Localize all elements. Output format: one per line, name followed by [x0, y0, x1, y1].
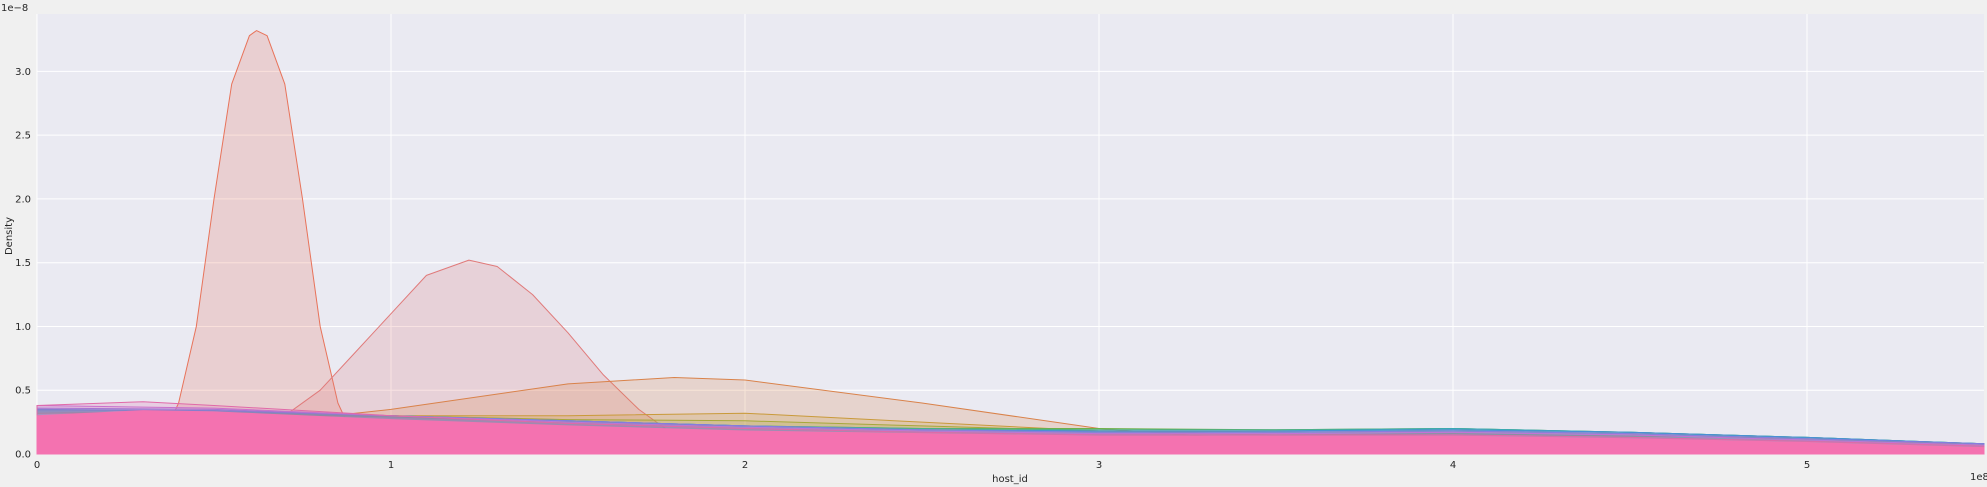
- y-offset-label: 1e−8: [1, 3, 28, 14]
- x-tick-label: 1: [388, 460, 394, 471]
- y-tick-label: 1.5: [15, 258, 31, 269]
- x-offset-label: 1e8: [1970, 472, 1987, 483]
- y-tick-label: 3.0: [15, 67, 31, 78]
- x-axis-ticks: 0 1 2 3 4 5: [34, 460, 1810, 471]
- y-tick-label: 0.5: [15, 386, 31, 397]
- x-tick-label: 5: [1804, 460, 1810, 471]
- y-axis-ticks: 0.0 0.5 1.0 1.5 2.0 2.5 3.0: [15, 67, 31, 461]
- x-tick-label: 0: [34, 460, 40, 471]
- x-tick-label: 2: [742, 460, 748, 471]
- y-tick-label: 2.5: [15, 131, 31, 142]
- x-tick-label: 3: [1096, 460, 1102, 471]
- density-curves: [36, 30, 1985, 455]
- x-tick-label: 4: [1450, 460, 1456, 471]
- density-series-12: [36, 410, 1985, 455]
- y-tick-label: 2.0: [15, 194, 31, 205]
- y-tick-label: 0.0: [15, 450, 31, 461]
- y-tick-label: 1.0: [15, 322, 31, 333]
- y-axis-label: Density: [4, 217, 15, 255]
- x-axis-label: host_id: [992, 474, 1028, 485]
- plot-background: [37, 14, 1984, 454]
